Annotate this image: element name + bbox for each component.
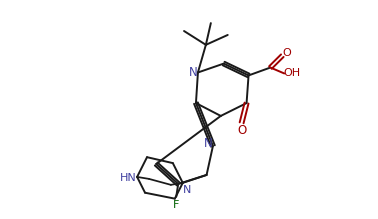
Text: O: O (282, 48, 291, 58)
Text: N: N (189, 66, 197, 79)
Text: HN: HN (120, 173, 136, 183)
Text: O: O (237, 124, 246, 137)
Text: N: N (183, 185, 191, 195)
Text: OH: OH (284, 69, 301, 78)
Text: N: N (204, 137, 212, 150)
Text: F: F (173, 200, 180, 210)
